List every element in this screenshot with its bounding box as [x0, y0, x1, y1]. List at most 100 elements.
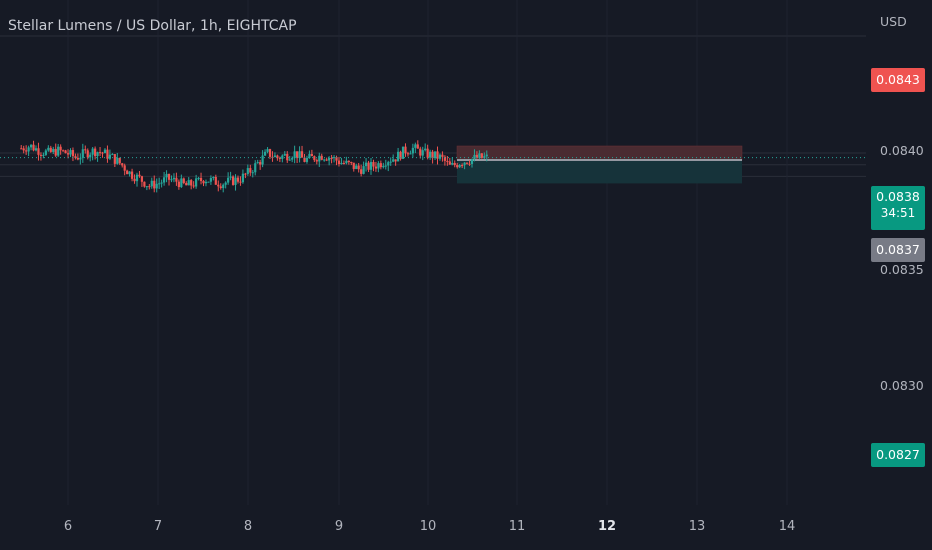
candle-body — [451, 162, 454, 165]
candle-body — [148, 186, 151, 188]
candle-body — [182, 178, 185, 184]
candle-body — [473, 154, 476, 160]
x-tick-label: 8 — [243, 519, 253, 534]
candle-body — [446, 160, 449, 162]
candle-body — [308, 153, 311, 158]
candle-body — [91, 148, 94, 155]
position-zones — [456, 145, 743, 184]
candle-body — [217, 184, 220, 187]
candle-body — [394, 159, 397, 162]
candle-body — [443, 156, 446, 161]
candle-body — [433, 151, 437, 159]
candle-body — [231, 176, 235, 185]
candle-body — [392, 159, 395, 162]
candle-body — [190, 180, 193, 186]
candle-body — [261, 155, 264, 165]
candle-body — [485, 154, 488, 157]
candle-body — [291, 158, 294, 160]
candle-body — [441, 154, 444, 157]
candle-body — [126, 170, 129, 175]
candles — [20, 140, 488, 193]
candle-body — [330, 157, 333, 159]
candle-body — [192, 185, 195, 187]
candle-body — [204, 181, 208, 184]
candle-body — [244, 173, 247, 175]
y-tick-label: 0.0840 — [880, 143, 924, 158]
candle-body — [374, 166, 378, 169]
candle-body — [111, 154, 114, 156]
candle-body — [478, 153, 481, 158]
candle-body — [268, 149, 272, 157]
candle-body — [212, 176, 215, 179]
candle-body — [372, 162, 375, 167]
candle-body — [130, 171, 134, 179]
candle-body — [49, 147, 52, 152]
candle-body — [256, 162, 259, 164]
candle-body — [379, 163, 382, 168]
y-tick-label: 0.0830 — [880, 378, 924, 393]
candle-body — [360, 169, 363, 174]
candle-body — [239, 181, 242, 183]
candle-body — [303, 157, 306, 162]
candle-body — [123, 165, 126, 171]
candle-body — [288, 159, 291, 161]
candle-body — [352, 162, 355, 169]
candle-body — [389, 161, 392, 163]
entry-price-badge: 0.0837 — [871, 238, 925, 262]
candle-body — [128, 171, 131, 175]
candle-body — [172, 177, 176, 180]
candle-body — [332, 157, 336, 159]
candle-body — [25, 150, 28, 152]
candle-body — [34, 148, 38, 151]
candle-body — [133, 178, 136, 182]
candle-body — [219, 186, 222, 189]
candle-body — [429, 151, 432, 158]
stop-loss-zone[interactable] — [456, 145, 743, 161]
candle-body — [436, 151, 439, 159]
candle-body — [350, 162, 353, 164]
candle-body — [305, 157, 309, 162]
grid-lines — [0, 0, 866, 505]
candle-body — [59, 146, 62, 151]
candle-body — [81, 149, 84, 158]
candle-body — [463, 162, 466, 166]
candle-body — [249, 168, 252, 173]
candle-body — [313, 156, 316, 161]
candle-body — [281, 155, 284, 159]
candle-body — [241, 173, 245, 183]
candle-body — [404, 146, 407, 154]
candle-body — [401, 146, 405, 159]
candle-body — [298, 151, 301, 159]
candle-body — [76, 157, 79, 160]
candle-body — [234, 177, 237, 185]
candle-body — [387, 162, 390, 166]
candle-body — [246, 168, 249, 174]
candle-body — [461, 164, 464, 166]
candle-body — [337, 160, 341, 165]
candle-body — [323, 159, 326, 161]
candle-body — [399, 151, 402, 159]
x-tick-label: 11 — [508, 519, 526, 534]
candle-body — [209, 178, 212, 182]
candle-body — [199, 177, 203, 182]
candle-body — [254, 163, 257, 173]
candle-body — [84, 149, 87, 151]
current-price-value: 0.0838 — [876, 189, 920, 204]
candle-body — [318, 155, 321, 162]
candle-body — [416, 144, 419, 149]
take-profit-zone[interactable] — [457, 160, 742, 184]
candle-body — [158, 183, 161, 185]
candle-body — [411, 147, 414, 154]
candle-body — [66, 153, 70, 155]
candle-body — [98, 152, 102, 154]
candle-body — [347, 160, 350, 163]
candle-body — [409, 153, 412, 155]
chart-title: Stellar Lumens / US Dollar, 1h, EIGHTCAP — [8, 18, 297, 34]
candle-body — [273, 155, 277, 158]
candle-body — [335, 157, 338, 161]
candle-body — [62, 150, 65, 152]
candle-body — [480, 153, 483, 158]
candle-body — [177, 181, 180, 188]
candle-body — [167, 173, 171, 180]
